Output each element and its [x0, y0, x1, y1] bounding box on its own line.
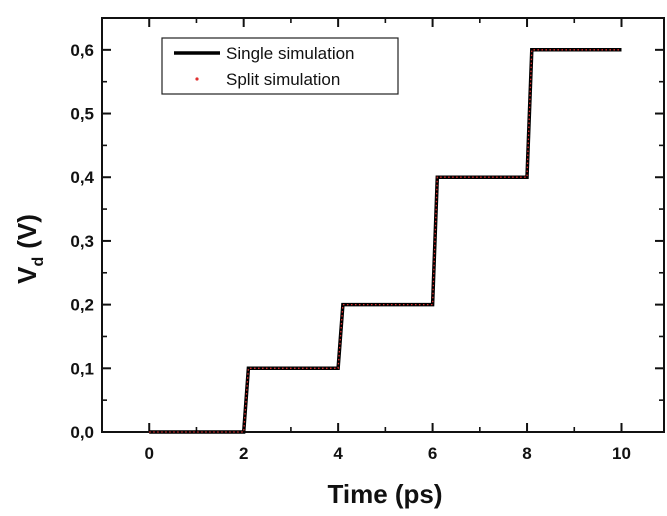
y-axis-title-sub: d [30, 257, 47, 267]
x-tick-label: 6 [428, 444, 437, 463]
y-tick-label: 0,3 [70, 232, 94, 251]
y-tick-label: 0,0 [70, 423, 94, 442]
y-axis-title-main: V [12, 266, 42, 284]
y-tick-label: 0,4 [70, 168, 94, 187]
legend-box [161, 37, 399, 95]
x-tick-label: 4 [333, 444, 343, 463]
legend-label-split: Split simulation [226, 70, 340, 89]
x-tick-label: 0 [144, 444, 153, 463]
y-axis-title: Vd (V) [12, 214, 47, 284]
y-tick-label: 0,2 [70, 296, 94, 315]
legend: Single simulation Split simulation [161, 37, 399, 95]
y-tick-label: 0,6 [70, 41, 94, 60]
x-tick-label: 10 [612, 444, 631, 463]
y-axis-title-unit: (V) [12, 214, 42, 249]
y-tick-label: 0,1 [70, 359, 94, 378]
series-line-split-simulation [149, 49, 622, 433]
axis-ticks: 0 2 4 6 8 10 0,0 0,1 0,2 0,3 0,4 0,5 0,6 [70, 18, 664, 463]
x-axis-title: Time (ps) [327, 479, 442, 509]
x-tick-label: 2 [239, 444, 248, 463]
x-tick-label: 8 [522, 444, 531, 463]
legend-swatch-split [195, 77, 199, 81]
series-layer [149, 48, 622, 434]
legend-label-single: Single simulation [226, 44, 355, 63]
y-tick-label: 0,5 [70, 105, 94, 124]
